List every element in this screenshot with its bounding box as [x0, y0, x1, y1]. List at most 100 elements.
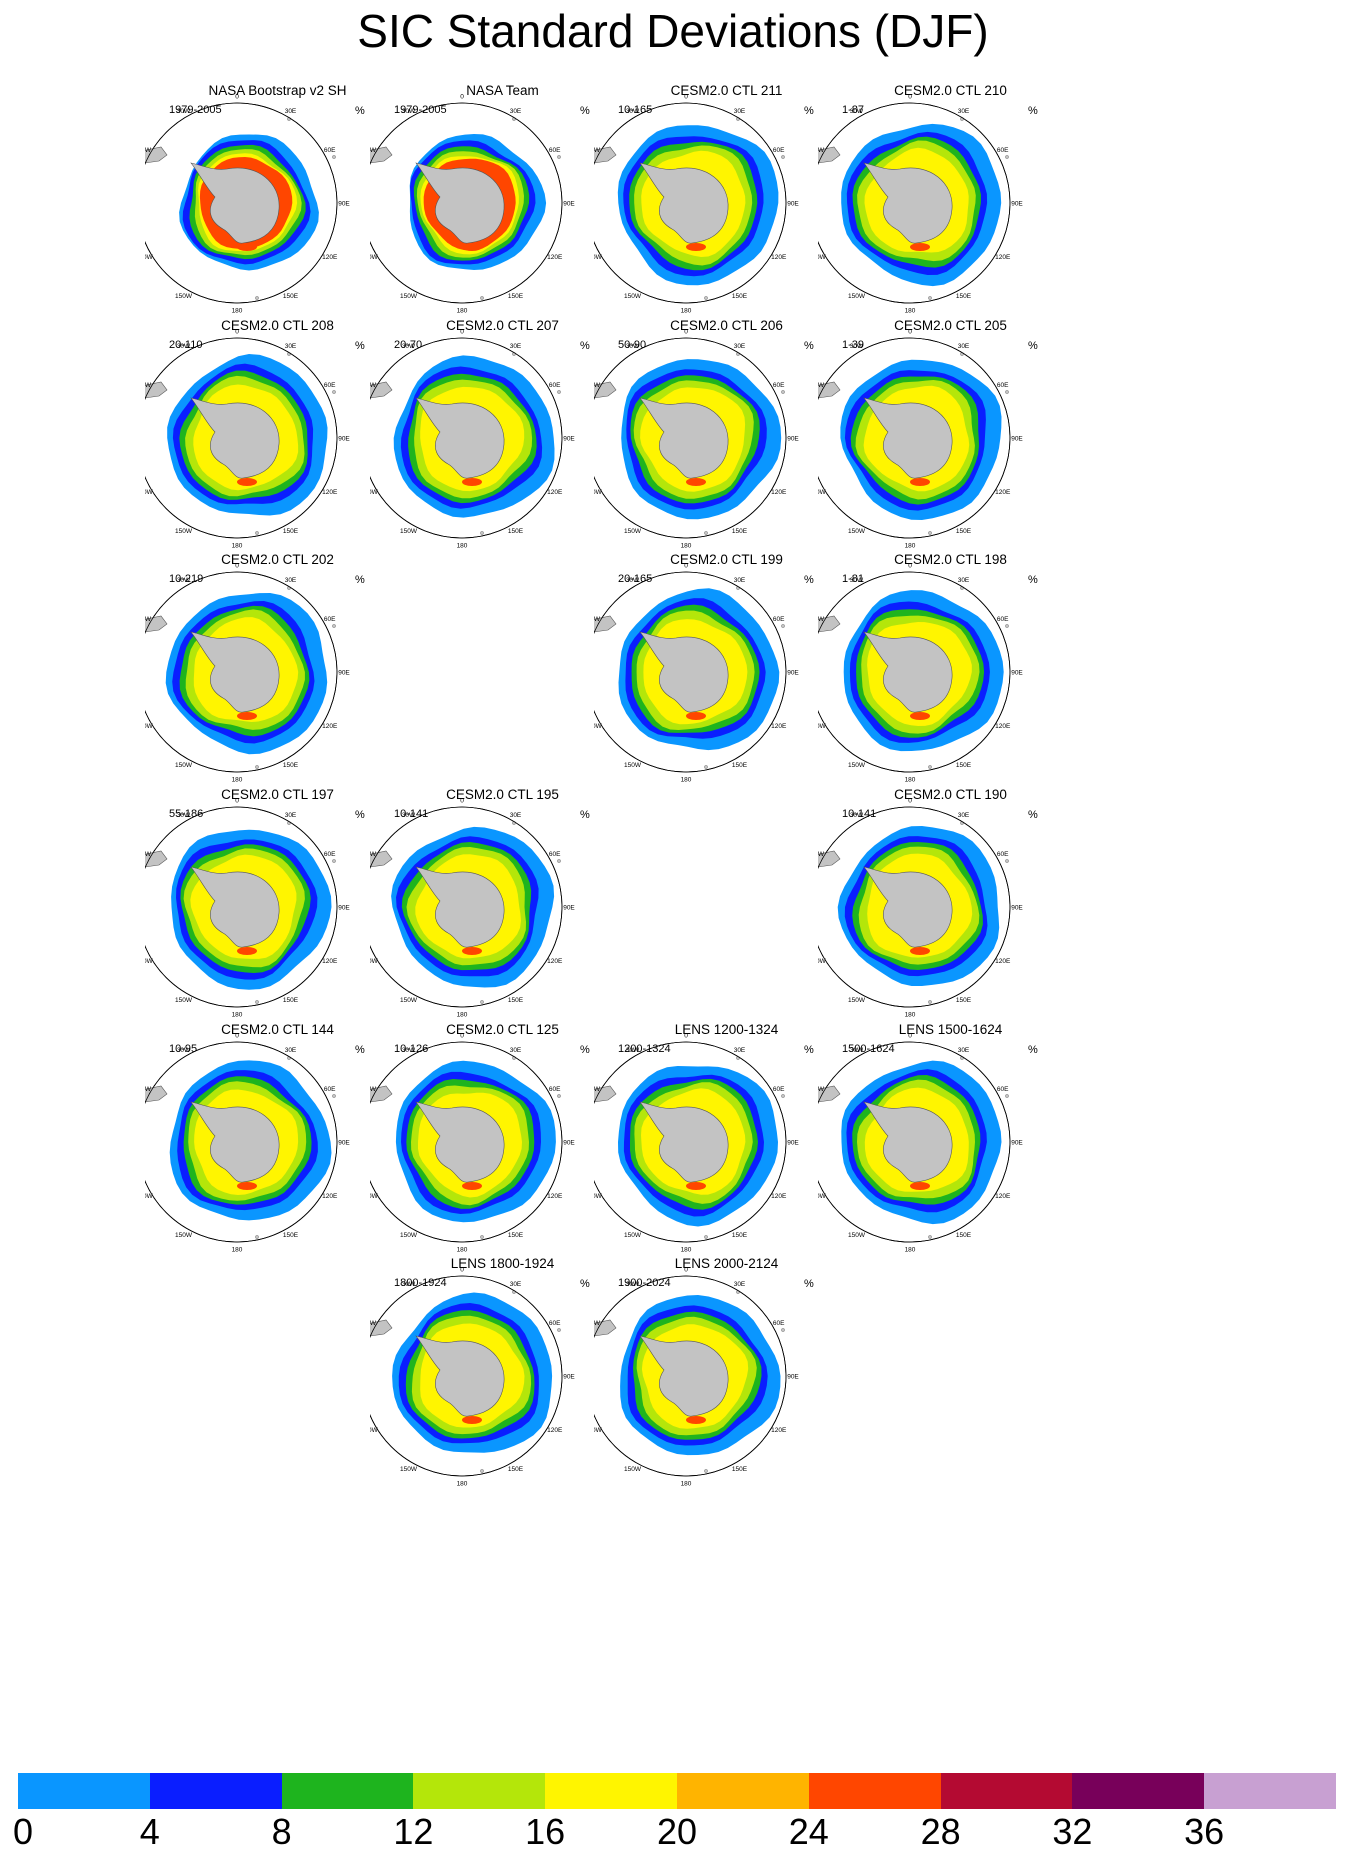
longitude-label: 90E	[338, 1140, 350, 1147]
panel-units: %	[804, 574, 814, 586]
south-america-tip	[370, 1319, 393, 1337]
longitude-label: 150E	[508, 1466, 524, 1473]
longitude-label: 30W	[626, 1047, 640, 1054]
longitude-label: 120W	[594, 1427, 603, 1434]
south-america-tip	[818, 381, 841, 399]
longitude-label: 30W	[850, 1047, 864, 1054]
colorbar-tick-label: 12	[393, 1811, 434, 1852]
hotspot-ross	[237, 712, 257, 720]
island-marker	[255, 765, 259, 769]
colorbar-box	[1204, 1773, 1336, 1809]
longitude-label: 30E	[958, 1047, 970, 1054]
panel-title: CESM2.0 CTL 198	[894, 552, 1007, 567]
polar-map: 030E60E90E120E150E180150W120W90W60W30W	[594, 1033, 799, 1254]
longitude-label: 180	[457, 1012, 468, 1019]
island-marker	[928, 531, 932, 535]
antarctica-landmass	[639, 1335, 729, 1417]
longitude-label: 120W	[370, 1427, 379, 1434]
longitude-label: 30E	[285, 108, 297, 115]
panel-year-range: 1979-2005	[169, 104, 222, 116]
panel-year-range: 20-110	[169, 339, 203, 351]
antarctica-landmass	[190, 1101, 280, 1183]
polar-map: 030E60E90E120E150E180150W120W90W60W30W	[594, 94, 799, 315]
polar-map: 030E60E90E120E150E180150W120W90W60W30W	[370, 329, 575, 550]
longitude-label: 120W	[145, 958, 154, 965]
longitude-label: 60W	[370, 1320, 377, 1327]
colorbar-box	[18, 1773, 150, 1809]
longitude-label: 60E	[324, 147, 336, 154]
map-boundary	[145, 1041, 338, 1243]
longitude-label: 120E	[322, 723, 338, 730]
longitude-label: 0	[684, 94, 688, 101]
longitude-label: 60E	[773, 1086, 785, 1093]
longitude-label: 150E	[283, 762, 299, 769]
antarctica-landmass	[415, 1335, 505, 1417]
longitude-label: 90E	[563, 436, 575, 443]
longitude-label: 30E	[285, 343, 297, 350]
panel-units: %	[580, 105, 590, 117]
longitude-label: 30W	[850, 108, 864, 115]
antarctica-landmass	[190, 866, 280, 948]
hotspot-ross	[237, 1182, 257, 1190]
colorbar-box	[676, 1773, 809, 1809]
longitude-label: 120E	[547, 254, 563, 261]
longitude-label: 0	[684, 329, 688, 336]
longitude-label: 90E	[787, 201, 799, 208]
longitude-label: 60E	[549, 382, 561, 389]
longitude-label: 30W	[402, 812, 416, 819]
longitude-label: 120E	[771, 1193, 787, 1200]
longitude-label: 0	[908, 94, 912, 101]
map-boundary	[818, 1041, 1011, 1243]
hotspot-ross	[686, 1416, 706, 1424]
longitude-label: 120W	[370, 1193, 379, 1200]
island-marker	[332, 1094, 336, 1098]
panel-title: CESM2.0 CTL 197	[221, 787, 334, 802]
longitude-label: 150W	[175, 293, 193, 300]
polar-map: 030E60E90E120E150E180150W120W90W60W30W	[818, 563, 1023, 784]
map-panel: 030E60E90E120E150E180150W120W90W60W30WCE…	[145, 318, 410, 573]
longitude-label: 90E	[1011, 905, 1023, 912]
colorbar-tick-label: 36	[1184, 1811, 1225, 1852]
longitude-label: 150W	[175, 528, 193, 535]
island-marker	[332, 390, 336, 394]
panel-year-range: 10-95	[169, 1043, 198, 1055]
longitude-label: 90E	[563, 1374, 575, 1381]
longitude-label: 120E	[995, 489, 1011, 496]
longitude-label: 90E	[1011, 1140, 1023, 1147]
longitude-label: 120W	[818, 723, 827, 730]
map-panel: 030E60E90E120E150E180150W120W90W60W30WCE…	[145, 787, 410, 1042]
longitude-label: 120E	[995, 1193, 1011, 1200]
hotspot-ross	[686, 478, 706, 486]
longitude-label: 120W	[818, 1193, 827, 1200]
polar-map: 030E60E90E120E150E180150W120W90W60W30W	[145, 94, 350, 315]
longitude-label: 150W	[175, 762, 193, 769]
panel-title: CESM2.0 CTL 211	[670, 83, 783, 98]
longitude-label: 150W	[848, 528, 866, 535]
polar-map: 030E60E90E120E150E180150W120W90W60W30W	[370, 94, 575, 315]
figure-title: SIC Standard Deviations (DJF)	[357, 5, 989, 57]
longitude-label: 60W	[145, 382, 152, 389]
longitude-label: 150E	[956, 528, 972, 535]
south-america-tip	[594, 146, 617, 164]
longitude-label: 60E	[997, 382, 1009, 389]
panel-units: %	[355, 809, 365, 821]
panel-units: %	[355, 105, 365, 117]
panel-title: CESM2.0 CTL 125	[446, 1022, 559, 1037]
longitude-label: 150E	[283, 1232, 299, 1239]
map-panel: 030E60E90E120E150E180150W120W90W60W30WCE…	[370, 1022, 635, 1277]
polar-map: 030E60E90E120E150E180150W120W90W60W30W	[145, 1033, 350, 1254]
island-marker	[704, 765, 708, 769]
longitude-label: 150W	[848, 997, 866, 1004]
panel-year-range: 10-141	[842, 808, 877, 820]
longitude-label: 180	[681, 777, 692, 784]
longitude-label: 120W	[370, 489, 379, 496]
hotspot-ross	[462, 947, 482, 955]
south-america-tip	[818, 850, 841, 868]
longitude-label: 150E	[732, 528, 748, 535]
panel-title: CESM2.0 CTL 199	[670, 552, 783, 567]
longitude-label: 60W	[145, 147, 152, 154]
longitude-label: 60E	[773, 147, 785, 154]
longitude-label: 120W	[370, 958, 379, 965]
map-boundary	[370, 102, 563, 304]
longitude-label: 30W	[626, 1281, 640, 1288]
